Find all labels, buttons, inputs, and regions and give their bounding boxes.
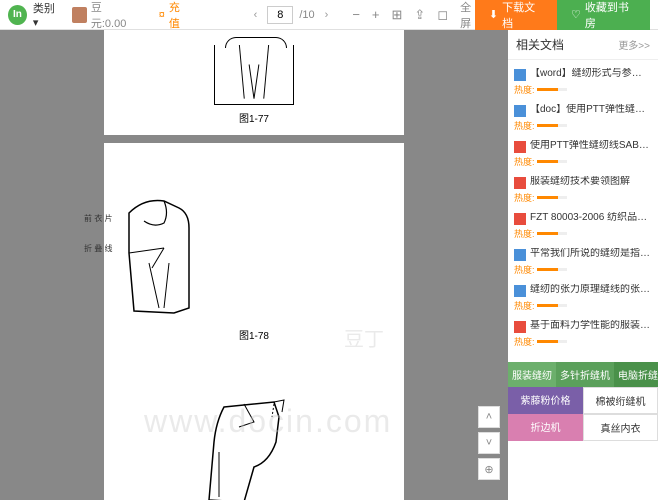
zoom-in-icon[interactable]: + (372, 7, 380, 22)
category-dropdown[interactable]: 类别 ▾ (33, 0, 62, 29)
sidebar-header: 相关文档 更多>> (508, 30, 658, 60)
related-title: 服装缝纫技术要领图解 (530, 176, 630, 188)
share-icon[interactable]: ⇪ (414, 7, 425, 23)
page-input[interactable] (267, 6, 293, 24)
heat-meta: 热度: (514, 335, 652, 348)
related-docs-title: 相关文档 (516, 36, 564, 53)
scroll-down-icon[interactable]: ˅ (478, 432, 500, 454)
heat-meta: 热度: (514, 299, 652, 312)
next-page-icon[interactable]: › (321, 7, 333, 23)
related-list: 【word】缝纫形式与参数对丝绸面料...热度:【doc】使用PTT弹性缝纫线S… (508, 60, 658, 356)
related-item[interactable]: 基于面料力学性能的服装缝纫平整度等... 热度: (514, 316, 652, 352)
related-item[interactable]: 【word】缝纫形式与参数对丝绸面料... 热度: (514, 64, 652, 100)
figure-1-77 (214, 45, 294, 105)
download-icon: ⬇ (489, 8, 498, 21)
related-item[interactable]: 服装缝纫技术要领图解热度: (514, 172, 652, 208)
float-buttons: ˄ ˅ ⊕ (478, 406, 500, 480)
pager: ‹ /10 › (250, 6, 333, 24)
heat-meta: 热度: (514, 191, 652, 204)
doc-type-icon (514, 69, 526, 81)
settings-icon[interactable]: ⊕ (478, 458, 500, 480)
fullscreen-button[interactable]: 全屏 (460, 0, 475, 31)
view-icon[interactable]: ⊞ (392, 7, 403, 23)
main: 图1-77 前 衣 片 折 叠 线 图1-78 豆丁 www.docin.com (0, 30, 658, 500)
figure-1-78: 前 衣 片 折 叠 线 (114, 193, 204, 323)
tag-link[interactable]: 折边机 (508, 414, 583, 441)
doc-type-icon (514, 249, 526, 261)
document-viewer[interactable]: 图1-77 前 衣 片 折 叠 线 图1-78 豆丁 www.docin.com (0, 30, 508, 500)
balance-label: 豆元:0.00 (91, 0, 135, 31)
doc-type-icon (514, 177, 526, 189)
related-item[interactable]: 使用PTT弹性缝纫线SABAFLEX达到最... 热度: (514, 136, 652, 172)
figure-caption: 图1-77 (114, 110, 394, 125)
heat-meta: 热度: (514, 155, 652, 168)
scroll-top-icon[interactable]: ˄ (478, 406, 500, 428)
tag-link[interactable]: 电脑折缝机 (614, 362, 658, 387)
heat-meta: 热度: (514, 119, 652, 132)
related-title: 使用PTT弹性缝纫线SABAFLEX达到最... (530, 140, 650, 152)
zoom-out-icon[interactable]: − (352, 7, 360, 22)
page-total: /10 (299, 9, 314, 21)
related-title: 【word】缝纫形式与参数对丝绸面料... (530, 68, 650, 80)
related-title: 基于面料力学性能的服装缝纫平整度等... (530, 320, 650, 332)
related-title: 平常我们所说的缝纫是指用缝线将衣片... (530, 248, 650, 260)
coin-icon: ¤ (159, 9, 165, 21)
figure-caption: 图1-78 (114, 327, 394, 342)
doc-page: 前 衣 片 折 叠 线 图1-78 豆丁 www.docin.com (104, 143, 404, 500)
related-item[interactable]: 【doc】使用PTT弹性缝纫线SabaFle... 热度: (514, 100, 652, 136)
prev-page-icon[interactable]: ‹ (250, 7, 262, 23)
related-item[interactable]: FZT 80003-2006 纺织品与服装 缝纫... 热度: (514, 208, 652, 244)
topbar: In 类别 ▾ 豆元:0.00 ¤ 充值 ‹ /10 › − + ⊞ ⇪ ◻ 全… (0, 0, 658, 30)
figure-1-79 (114, 392, 394, 500)
doc-type-icon (514, 141, 526, 153)
tag-link[interactable]: 紫藤粉价格 (508, 387, 583, 414)
doc-type-icon (514, 285, 526, 297)
related-item[interactable]: 缝纫的张力原理缝线的张力原理及应用热度: (514, 280, 652, 316)
related-title: 缝纫的张力原理缝线的张力原理及应用 (530, 284, 650, 296)
doc-type-icon (514, 105, 526, 117)
related-item[interactable]: 平常我们所说的缝纫是指用缝线将衣片... 热度: (514, 244, 652, 280)
heat-meta: 热度: (514, 263, 652, 276)
sketch-label: 前 衣 片 (84, 213, 112, 224)
heat-meta: 热度: (514, 227, 652, 240)
doc-type-icon (514, 213, 526, 225)
heat-meta: 热度: (514, 83, 652, 96)
doc-page: 图1-77 (104, 30, 404, 135)
sidebar: 相关文档 更多>> 【word】缝纫形式与参数对丝绸面料...热度:【doc】使… (508, 30, 658, 500)
related-title: 【doc】使用PTT弹性缝纫线SabaFle... (530, 104, 650, 116)
related-title: FZT 80003-2006 纺织品与服装 缝纫... (530, 212, 650, 224)
tag-link[interactable]: 真丝内衣 (583, 414, 658, 441)
sketch-label: 折 叠 线 (84, 243, 112, 254)
more-link[interactable]: 更多>> (618, 37, 650, 52)
tag-link[interactable]: 棉被绗缝机 (583, 387, 658, 414)
tag-link[interactable]: 多针折缝机 (556, 362, 614, 387)
toolbar: − + ⊞ ⇪ ◻ 全屏 (352, 0, 475, 31)
heart-icon: ♡ (571, 8, 581, 21)
avatar[interactable] (72, 7, 87, 23)
recharge-link[interactable]: 充值 (169, 0, 190, 31)
tag-link[interactable]: 服装缝纫 (508, 362, 556, 387)
tag-grid: 服装缝纫 多针折缝机 电脑折缝机 紫藤粉价格 棉被绗缝机 折边机 真丝内衣 (508, 362, 658, 441)
bookmark-icon[interactable]: ◻ (437, 7, 448, 23)
doc-type-icon (514, 321, 526, 333)
logo-icon[interactable]: In (8, 5, 27, 25)
